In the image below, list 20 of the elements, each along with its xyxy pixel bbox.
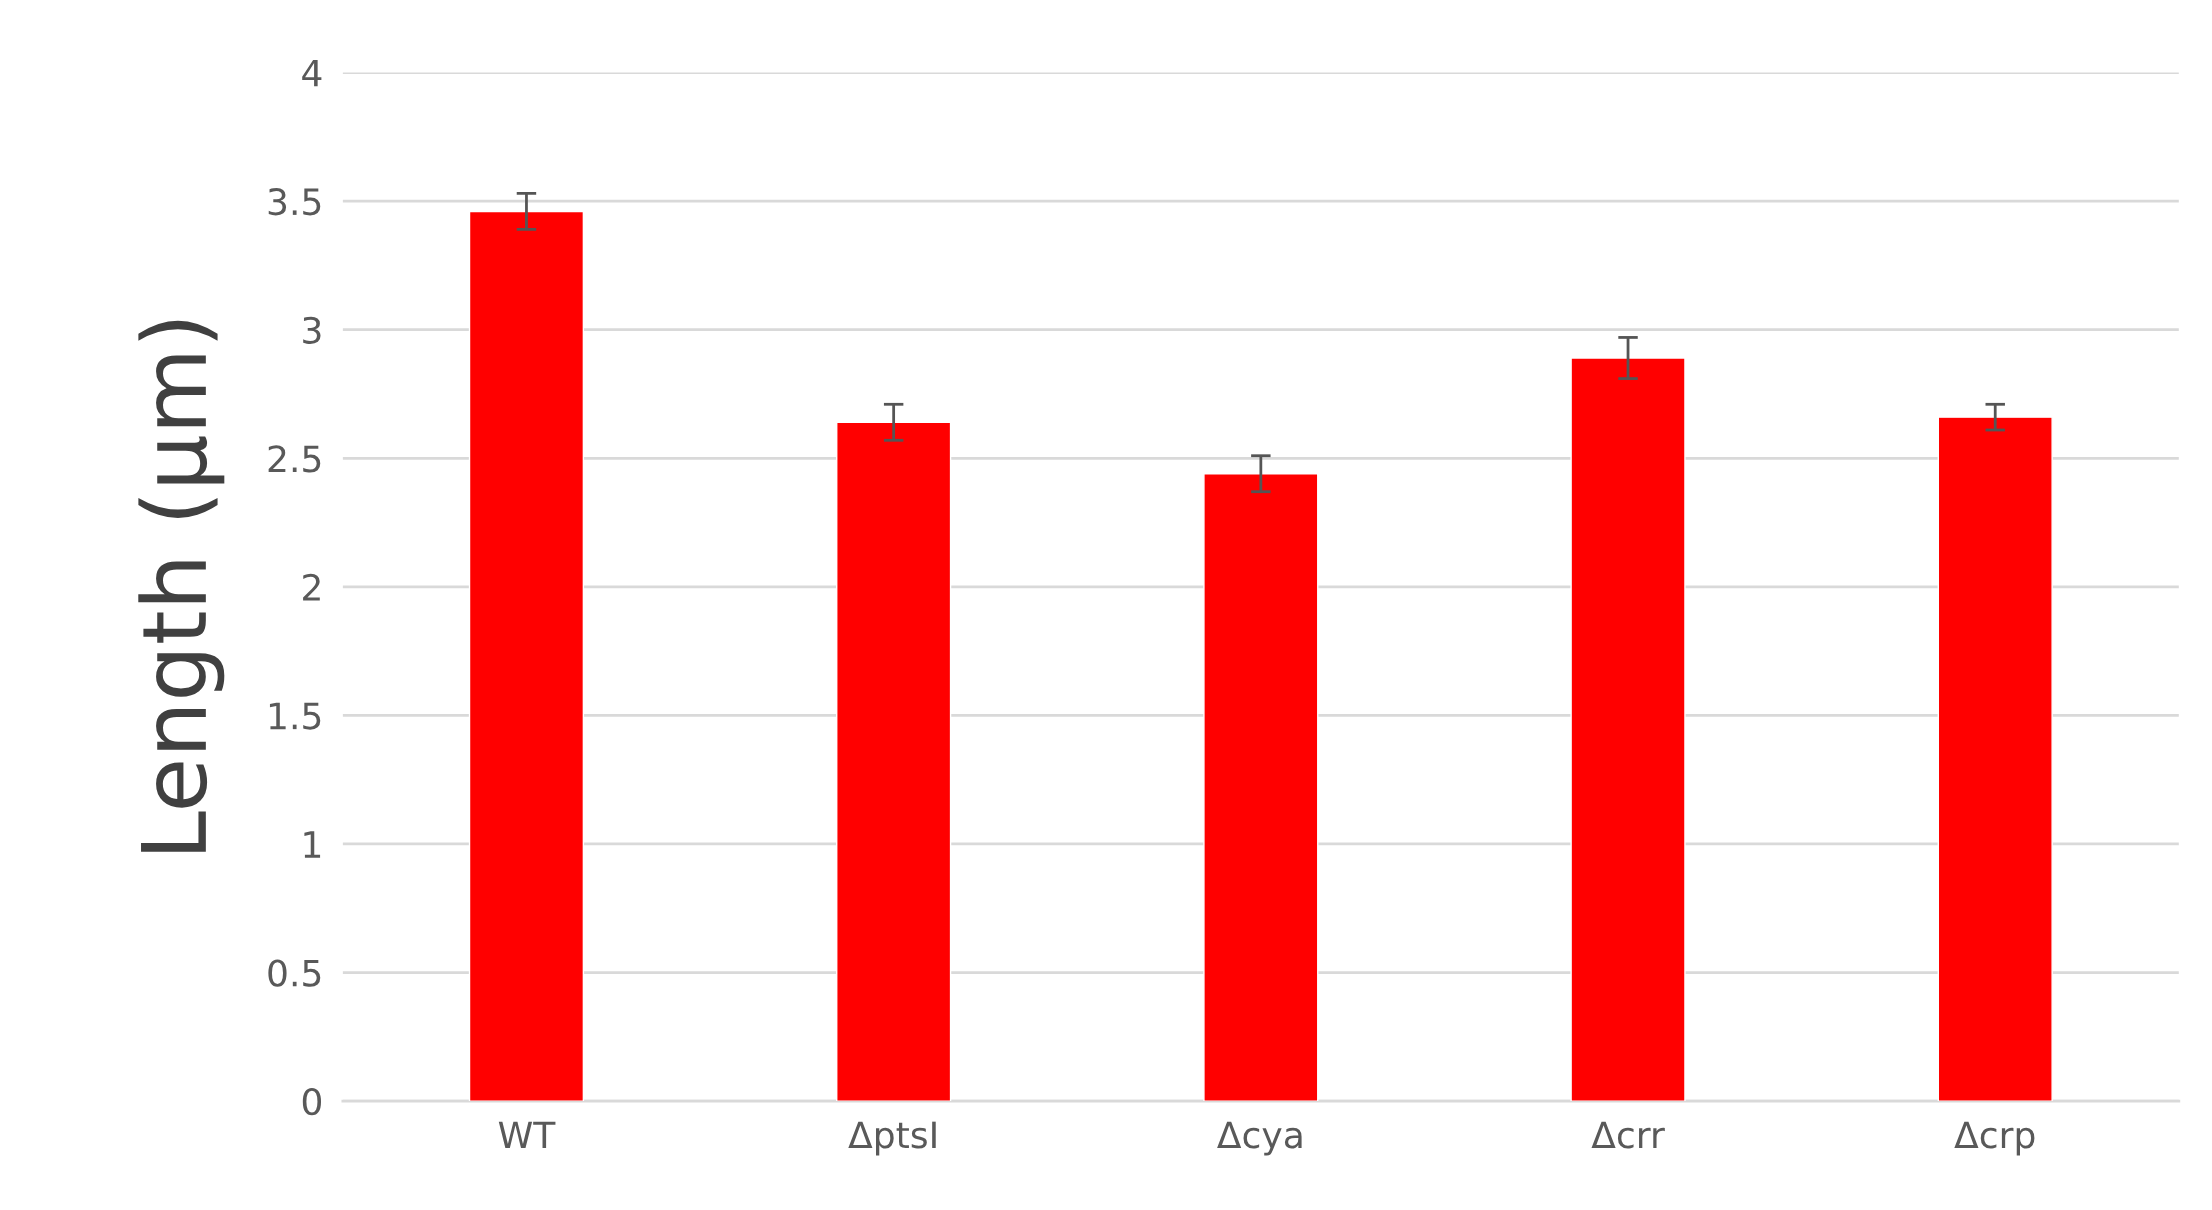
x-tick-label: ΔptsI xyxy=(848,1121,936,1156)
y-tick-label: 1 xyxy=(304,831,321,858)
x-tick-label: Δcrp xyxy=(1954,1121,2035,1156)
bar xyxy=(1203,473,1319,1102)
y-tick-label: 1.5 xyxy=(269,702,321,730)
y-tick-label: 0 xyxy=(302,1088,322,1116)
y-tick-label: 0.5 xyxy=(268,959,321,987)
bar xyxy=(468,210,585,1102)
bar xyxy=(836,421,952,1102)
y-tick-label: 2 xyxy=(303,573,320,601)
y-axis-title: Length (μm) xyxy=(138,320,225,852)
y-tick-label: 2.5 xyxy=(268,445,321,473)
y-tick-label: 4 xyxy=(302,59,322,87)
bar xyxy=(1937,416,2053,1102)
bar xyxy=(1570,357,1686,1102)
x-tick-label: Δcya xyxy=(1217,1121,1302,1156)
y-tick-label: 3.5 xyxy=(268,188,321,216)
y-tick-label: 3 xyxy=(303,316,321,344)
x-tick-label: WT xyxy=(498,1121,556,1148)
x-tick-label: Δcrr xyxy=(1591,1121,1665,1149)
